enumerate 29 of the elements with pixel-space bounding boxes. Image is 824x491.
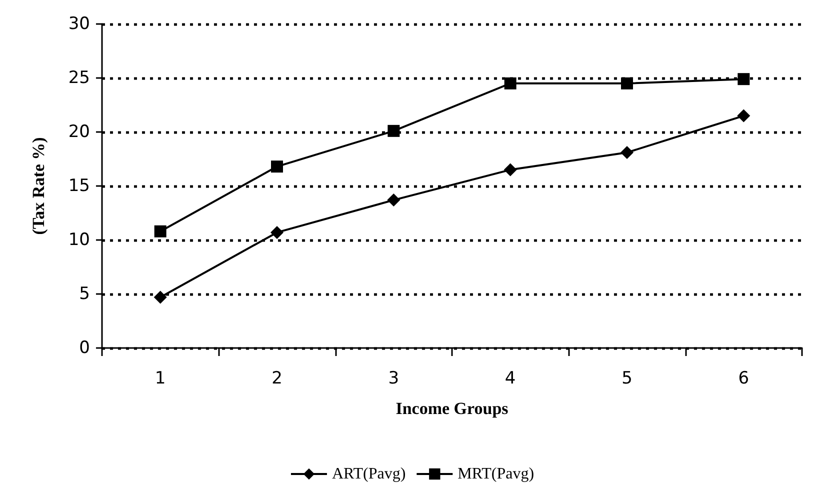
- point: [270, 226, 284, 239]
- x-axis-title: Income Groups: [396, 399, 509, 418]
- y-tick-label: 15: [68, 176, 90, 196]
- y-axis-title: (Tax Rate %): [29, 137, 48, 235]
- legend-label: MRT(Pavg): [458, 466, 534, 482]
- legend-label: ART(Pavg): [332, 466, 406, 482]
- y-tick-label: 0: [79, 338, 90, 358]
- point: [154, 225, 166, 238]
- point: [620, 146, 634, 160]
- point: [621, 77, 633, 90]
- x-tick-label: 5: [622, 368, 632, 388]
- point: [738, 73, 750, 86]
- point: [271, 160, 283, 173]
- x-tick-label: 3: [388, 368, 400, 388]
- x-tick-label: 4: [504, 368, 516, 388]
- x-tick-label: 1: [154, 368, 166, 388]
- point: [154, 290, 167, 304]
- y-tick-label: 30: [68, 14, 90, 34]
- x-tick-label: 6: [738, 368, 750, 388]
- point: [388, 124, 400, 137]
- x-tick-label: 2: [272, 368, 282, 388]
- point: [504, 77, 516, 90]
- point: [737, 109, 750, 122]
- y-tick-label: 20: [68, 122, 90, 142]
- point: [504, 163, 517, 176]
- point: [387, 194, 400, 207]
- y-tick-label: 5: [79, 284, 90, 304]
- y-tick-label: 10: [68, 230, 90, 250]
- y-tick-label: 25: [68, 68, 90, 88]
